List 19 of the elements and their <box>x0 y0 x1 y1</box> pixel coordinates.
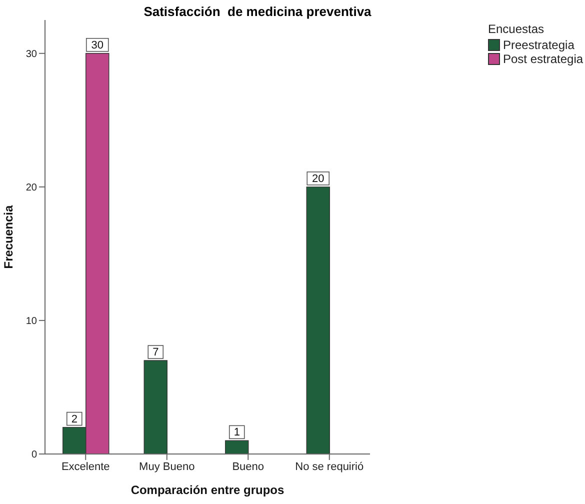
legend-title: Encuestas <box>488 22 546 36</box>
y-tick-label: 10 <box>26 316 38 328</box>
legend-label: Preestrategia <box>503 38 574 52</box>
x-tick-label: No se requirió <box>295 460 364 473</box>
y-tick-label: 20 <box>26 182 38 194</box>
x-tick-label: Bueno <box>232 460 264 473</box>
data-label: 1 <box>234 426 240 439</box>
x-tick-label: Excelente <box>61 460 110 473</box>
y-tick-label: 0 <box>31 450 38 461</box>
data-label: 30 <box>91 39 104 52</box>
x-axis-title: Comparación entre grupos <box>130 483 285 497</box>
y-axis-title: Frecuencia <box>1 205 16 269</box>
x-tick-label: Muy Bueno <box>139 460 195 473</box>
data-label: 20 <box>312 172 324 185</box>
data-label: 7 <box>152 346 159 359</box>
legend-label: Post estrategia <box>503 52 584 66</box>
chart-title: Satisfacción de medicina preventiva <box>142 4 372 19</box>
y-tick-label: 30 <box>26 48 38 60</box>
data-label: 2 <box>71 413 78 426</box>
